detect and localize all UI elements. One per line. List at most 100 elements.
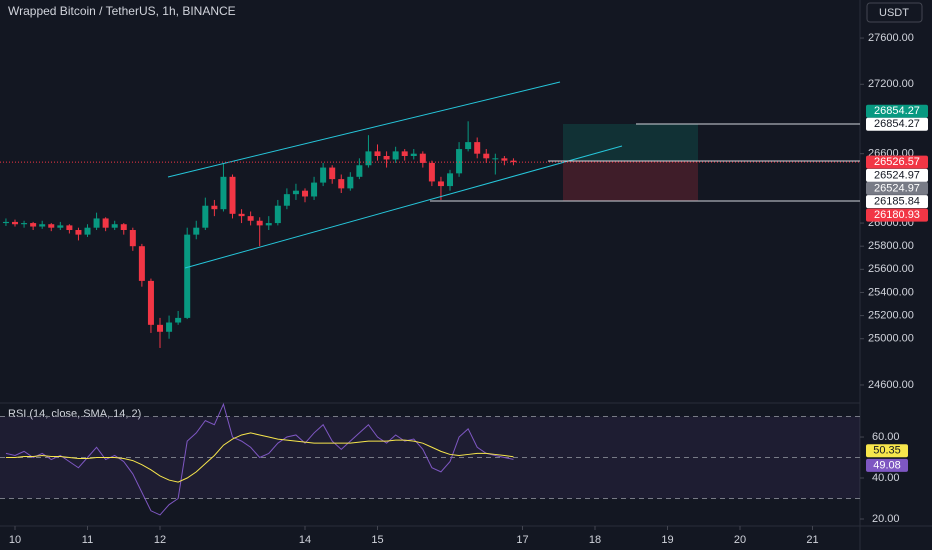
candle-body xyxy=(510,160,517,163)
candle-body xyxy=(229,176,236,214)
candle-body xyxy=(238,213,245,217)
candle-body xyxy=(93,218,100,228)
x-tick-label: 20 xyxy=(734,534,746,546)
price-badge-label: 26524.97 xyxy=(874,182,920,194)
candle-body xyxy=(30,223,37,227)
candle-body xyxy=(501,158,508,161)
candle-body xyxy=(265,223,272,226)
price-badge-label: 26180.93 xyxy=(874,209,920,221)
candle-body xyxy=(111,224,118,228)
price-badge-label: 26185.84 xyxy=(874,195,920,207)
candle-body xyxy=(48,224,55,228)
candle-body xyxy=(320,167,327,183)
x-tick-label: 12 xyxy=(154,534,166,546)
candle-body xyxy=(428,162,435,182)
value-badge-label: 50.35 xyxy=(873,445,901,457)
candle-body xyxy=(329,167,336,180)
candle-body xyxy=(2,221,9,224)
candle-body xyxy=(84,227,91,235)
candle-body xyxy=(138,246,145,281)
candle-body xyxy=(492,158,499,160)
candle-body xyxy=(256,220,263,226)
channel-line xyxy=(167,81,561,178)
chart-title: Wrapped Bitcoin / TetherUS, 1h, BINANCE xyxy=(8,4,236,18)
y-tick-label: 20.00 xyxy=(872,513,900,525)
loss-zone xyxy=(563,161,698,201)
price-badge xyxy=(866,104,928,118)
candle-body xyxy=(283,194,290,206)
y-tick-label: 25000.00 xyxy=(868,333,914,345)
candle-body xyxy=(102,218,109,228)
y-tick-label: 24600.00 xyxy=(868,379,914,391)
x-tick-label: 15 xyxy=(371,534,383,546)
candle-body xyxy=(247,216,254,221)
candle-body xyxy=(392,151,399,160)
candle-body xyxy=(292,190,299,195)
x-tick-label: 14 xyxy=(299,534,311,546)
candle-body xyxy=(338,179,345,189)
candle-body xyxy=(12,221,19,225)
price-badge-label: 26524.97 xyxy=(874,169,920,181)
candle-body xyxy=(157,324,164,332)
candle-body xyxy=(302,190,309,197)
candle-body xyxy=(347,176,354,189)
candle-body xyxy=(401,151,408,156)
candle-body xyxy=(447,173,454,187)
price-badge xyxy=(866,195,928,209)
y-tick-label: 25600.00 xyxy=(868,263,914,275)
candle-body xyxy=(211,205,218,210)
profit-zone xyxy=(563,124,698,161)
candle-body xyxy=(365,151,372,166)
value-badge-label: 49.08 xyxy=(873,459,901,471)
candle-body xyxy=(184,234,191,318)
candle-body xyxy=(57,225,64,228)
value-badge xyxy=(866,458,908,472)
candle-body xyxy=(465,142,472,150)
price-badge-label: 26526.57 xyxy=(874,156,920,168)
x-tick-label: 18 xyxy=(589,534,601,546)
rsi-line xyxy=(5,432,514,483)
candle-body xyxy=(66,225,73,231)
price-badge-label: 26854.27 xyxy=(874,105,920,117)
price-badge xyxy=(866,208,928,222)
currency-button[interactable] xyxy=(866,2,923,23)
currency-label[interactable]: USDT xyxy=(879,7,909,19)
rsi-band xyxy=(0,416,860,499)
candle-body xyxy=(374,151,381,156)
y-tick-label: 27600.00 xyxy=(868,32,914,44)
candle-body xyxy=(166,322,173,332)
x-tick-label: 19 xyxy=(661,534,673,546)
y-tick-label: 25800.00 xyxy=(868,240,914,252)
x-tick-label: 17 xyxy=(516,534,528,546)
candle-body xyxy=(202,205,209,228)
candle-body xyxy=(21,223,28,225)
candle-body xyxy=(129,230,136,247)
candle-body xyxy=(419,153,426,163)
y-tick-label: 25200.00 xyxy=(868,309,914,321)
candle-body xyxy=(274,205,281,224)
price-badge xyxy=(866,155,928,169)
candle-body xyxy=(410,153,417,156)
candle-body xyxy=(220,176,227,210)
candle-body xyxy=(383,155,390,160)
y-tick-label: 25400.00 xyxy=(868,286,914,298)
y-tick-label: 27200.00 xyxy=(868,78,914,90)
candle-body xyxy=(175,317,182,323)
candle-body xyxy=(193,227,200,235)
price-badge xyxy=(866,168,928,182)
y-tick-label: 60.00 xyxy=(872,431,900,443)
candle-body xyxy=(75,230,82,235)
candle-body xyxy=(311,182,318,197)
price-badge xyxy=(866,117,928,131)
x-tick-label: 10 xyxy=(9,534,21,546)
channel-line xyxy=(184,145,623,269)
x-tick-label: 21 xyxy=(806,534,818,546)
price-badge-label: 26854.27 xyxy=(874,118,920,130)
candle-body xyxy=(456,149,463,174)
rsi-line xyxy=(5,402,514,516)
candle-body xyxy=(483,153,490,159)
candle-body xyxy=(120,224,127,231)
